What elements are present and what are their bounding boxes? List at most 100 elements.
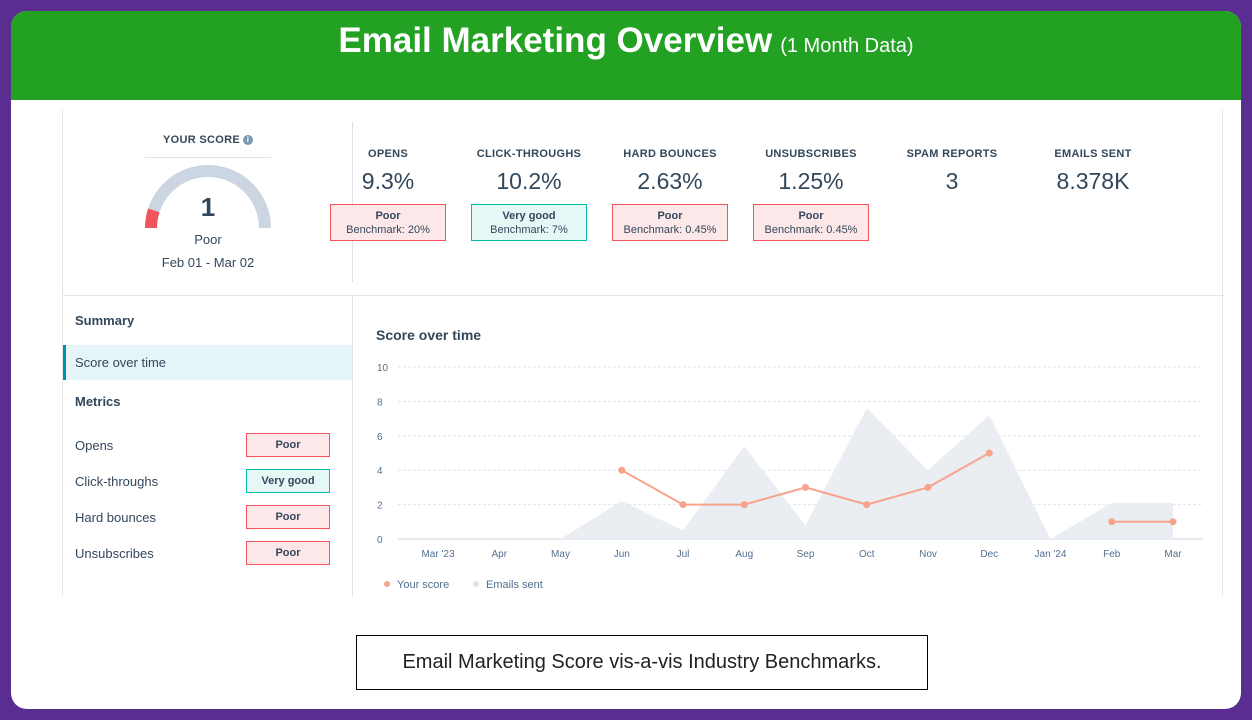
banner-title: Email Marketing Overview bbox=[338, 21, 773, 60]
y-tick-label: 4 bbox=[377, 466, 383, 477]
score-point bbox=[618, 466, 626, 474]
gauge-track bbox=[145, 165, 271, 229]
legend-label: Emails sent bbox=[486, 579, 543, 591]
sidebar-item-hard-bounces[interactable]: Hard bounces Poor bbox=[75, 505, 331, 529]
status-badge: Poor bbox=[246, 505, 330, 529]
sidebar-item-score-over-time[interactable]: Score over time bbox=[63, 345, 352, 380]
sidebar-summary-heading: Summary bbox=[75, 313, 135, 328]
score-over-time-chart: 0 2 4 6 8 10 Mar '23 Apr May Jun Jul Aug Sep Oct Nov De… bbox=[377, 363, 1203, 591]
benchmark-rating: Poor bbox=[657, 210, 683, 222]
benchmark-value: Benchmark: 20% bbox=[346, 224, 430, 236]
status-badge: Poor bbox=[246, 541, 330, 565]
divider bbox=[352, 296, 353, 596]
x-tick-label: May bbox=[551, 549, 570, 560]
metric-value: 3 bbox=[945, 168, 959, 194]
y-tick-label: 10 bbox=[377, 363, 389, 374]
metric-spam-reports: SPAM REPORTS 3 bbox=[892, 148, 1012, 195]
x-tick-label: Nov bbox=[919, 549, 937, 560]
x-tick-label: Mar bbox=[1164, 549, 1182, 560]
metric-label: EMAILS SENT bbox=[1054, 148, 1132, 160]
metric-hard-bounces: HARD BOUNCES 2.63% Poor Benchmark: 0.45% bbox=[610, 148, 730, 241]
score-point bbox=[1108, 518, 1116, 526]
score-point bbox=[924, 483, 932, 491]
x-tick-label: Dec bbox=[980, 549, 998, 560]
metric-value: 8.378K bbox=[1056, 168, 1130, 194]
x-tick-label: Sep bbox=[797, 549, 815, 560]
metric-opens: OPENS 9.3% Poor Benchmark: 20% bbox=[328, 148, 448, 241]
x-tick-label: Feb bbox=[1103, 549, 1121, 560]
x-tick-label: Apr bbox=[491, 549, 507, 560]
benchmark-badge: Poor Benchmark: 20% bbox=[330, 204, 446, 241]
benchmark-value: Benchmark: 0.45% bbox=[623, 224, 717, 236]
score-header: YOUR SCORE i bbox=[143, 134, 273, 158]
benchmark-value: Benchmark: 7% bbox=[490, 224, 568, 236]
x-tick-label: Jul bbox=[677, 549, 690, 560]
score-point bbox=[679, 501, 687, 509]
legend-label: Your score bbox=[397, 579, 449, 591]
sidebar-item-label: Unsubscribes bbox=[75, 546, 154, 561]
metric-value: 10.2% bbox=[496, 168, 562, 194]
metric-value: 2.63% bbox=[637, 168, 703, 194]
benchmark-rating: Poor bbox=[375, 210, 401, 222]
chart-title: Score over time bbox=[376, 327, 482, 343]
y-tick-label: 0 bbox=[377, 535, 383, 546]
emails-sent-area bbox=[438, 408, 1173, 539]
sidebar-item-unsubscribes[interactable]: Unsubscribes Poor bbox=[75, 541, 331, 565]
y-tick-label: 8 bbox=[377, 397, 383, 408]
score-point bbox=[1169, 518, 1177, 526]
metric-label: SPAM REPORTS bbox=[906, 148, 998, 160]
metric-label: OPENS bbox=[367, 148, 408, 160]
title-banner: Email Marketing Overview (1 Month Data) bbox=[11, 11, 1241, 100]
metric-emails-sent: EMAILS SENT 8.378K bbox=[1033, 148, 1153, 195]
metric-label: CLICK-THROUGHS bbox=[476, 148, 582, 160]
divider bbox=[352, 122, 353, 282]
y-tick-label: 6 bbox=[377, 432, 383, 443]
legend-marker bbox=[473, 581, 479, 587]
score-date-range: Feb 01 - Mar 02 bbox=[161, 255, 255, 270]
gauge-fill bbox=[145, 208, 160, 229]
sidebar-item-label: Opens bbox=[75, 438, 114, 453]
x-tick-label: Aug bbox=[735, 549, 753, 560]
score-point bbox=[802, 483, 809, 491]
score-rating: Poor bbox=[194, 232, 222, 247]
x-tick-label: Oct bbox=[859, 549, 875, 560]
x-tick-label: Mar '23 bbox=[421, 549, 454, 560]
x-tick-label: Jun bbox=[614, 549, 630, 560]
benchmark-badge: Poor Benchmark: 0.45% bbox=[753, 204, 869, 241]
metric-value: 9.3% bbox=[361, 168, 415, 194]
y-tick-label: 2 bbox=[377, 501, 383, 512]
banner-subtitle: (1 Month Data) bbox=[780, 35, 914, 57]
status-badge: Very good bbox=[246, 469, 330, 493]
metric-unsubscribes: UNSUBSCRIBES 1.25% Poor Benchmark: 0.45% bbox=[751, 148, 871, 241]
score-point bbox=[863, 501, 871, 509]
benchmark-value: Benchmark: 0.45% bbox=[764, 224, 858, 236]
legend-marker bbox=[384, 581, 390, 587]
divider bbox=[145, 157, 271, 158]
figure-caption: Email Marketing Score vis-a-vis Industry… bbox=[356, 635, 928, 690]
sidebar-item-click-throughs[interactable]: Click-throughs Very good bbox=[75, 469, 331, 493]
divider bbox=[63, 295, 1224, 296]
sidebar-item-label: Click-throughs bbox=[75, 474, 159, 489]
info-icon[interactable]: i bbox=[242, 135, 253, 145]
metric-value: 1.25% bbox=[778, 168, 844, 194]
metric-label: UNSUBSCRIBES bbox=[765, 148, 857, 160]
status-badge: Poor bbox=[246, 433, 330, 457]
score-gauge bbox=[145, 165, 271, 229]
benchmark-badge: Very good Benchmark: 7% bbox=[471, 204, 587, 241]
sidebar: Summary Score over time Metrics Opens Po… bbox=[63, 296, 352, 596]
slide-frame: Email Marketing Overview (1 Month Data) Y… bbox=[11, 11, 1241, 709]
sidebar-item-label: Hard bounces bbox=[75, 510, 156, 525]
score-title: YOUR SCORE bbox=[163, 134, 240, 146]
sidebar-metrics-heading: Metrics bbox=[75, 394, 121, 409]
benchmark-rating: Poor bbox=[798, 210, 824, 222]
benchmark-rating: Very good bbox=[502, 210, 556, 222]
score-value: 1 bbox=[200, 192, 216, 222]
score-point bbox=[985, 449, 993, 457]
sidebar-item-opens[interactable]: Opens Poor bbox=[75, 433, 331, 457]
x-tick-label: Jan '24 bbox=[1035, 549, 1067, 560]
dashboard-card: YOUR SCORE i 1 Poor Feb 01 - Mar 02 OPENS… bbox=[62, 110, 1224, 596]
score-point bbox=[740, 501, 748, 509]
benchmark-badge: Poor Benchmark: 0.45% bbox=[612, 204, 728, 241]
metric-click-throughs: CLICK-THROUGHS 10.2% Very good Benchmark… bbox=[469, 148, 589, 241]
metric-label: HARD BOUNCES bbox=[623, 148, 717, 160]
